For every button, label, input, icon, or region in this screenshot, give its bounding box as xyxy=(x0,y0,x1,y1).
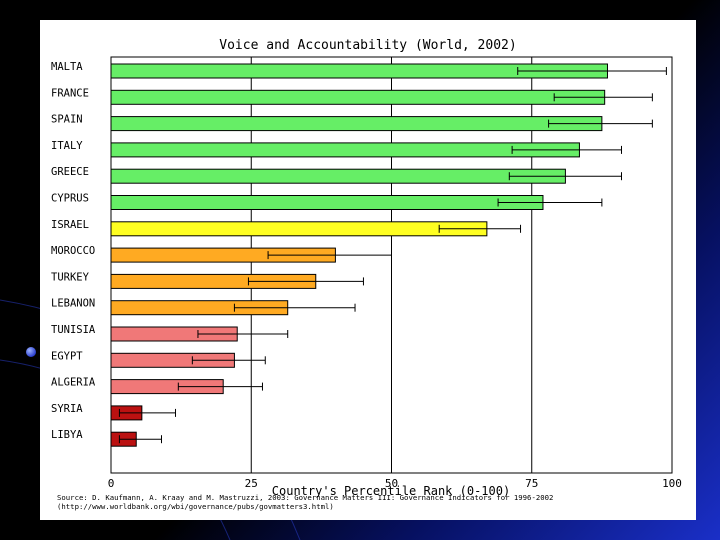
category-label-france: FRANCE xyxy=(51,87,89,99)
bar-chart: MALTA FRANCE SPAIN ITALY GREECE CYPRUS ISRAEL M… xyxy=(51,38,682,511)
category-label-lebanon: LEBANON xyxy=(51,298,95,310)
category-label-israel: ISRAEL xyxy=(51,219,89,231)
category-label-morocco: MOROCCO xyxy=(51,245,95,257)
bar-italy xyxy=(110,142,580,158)
chart-panel: MALTA FRANCE SPAIN ITALY GREECE CYPRUS ISRAEL M… xyxy=(40,20,696,520)
bar-cyprus xyxy=(110,195,544,210)
chart-title: Voice and Accountability (World, 2002) xyxy=(219,38,516,53)
category-label-tunisia: TUNISIA xyxy=(51,324,96,336)
x-tick-label-0: 0 xyxy=(108,477,115,490)
category-label-egypt: EGYPT xyxy=(51,350,83,362)
slide-bullet xyxy=(26,347,36,357)
category-label-greece: GREECE xyxy=(51,166,89,178)
x-tick-label-25: 25 xyxy=(245,477,258,490)
category-label-malta: MALTA xyxy=(51,61,83,73)
x-tick-label-100: 100 xyxy=(662,477,682,490)
category-label-turkey: TURKEY xyxy=(51,271,90,283)
category-label-algeria: ALGERIA xyxy=(51,377,96,389)
bar-france xyxy=(110,89,606,105)
x-tick-label-75: 75 xyxy=(525,477,538,490)
x-tick-label-50: 50 xyxy=(385,477,398,490)
category-label-italy: ITALY xyxy=(51,140,83,152)
bar-greece xyxy=(110,168,566,184)
source-note: Source: D. Kaufmann, A. Kraay and M. Mas… xyxy=(57,493,553,502)
category-label-cyprus: CYPRUS xyxy=(51,193,89,205)
source-url: (http://www.worldbank.org/wbi/governance… xyxy=(57,502,334,511)
bar-israel xyxy=(110,221,488,237)
x-axis-label: Country's Percentile Rank (0-100) xyxy=(272,484,510,498)
bar-spain xyxy=(110,116,603,132)
category-label-syria: SYRIA xyxy=(51,403,83,415)
category-label-spain: SPAIN xyxy=(51,114,83,126)
category-label-libya: LIBYA xyxy=(51,429,83,441)
